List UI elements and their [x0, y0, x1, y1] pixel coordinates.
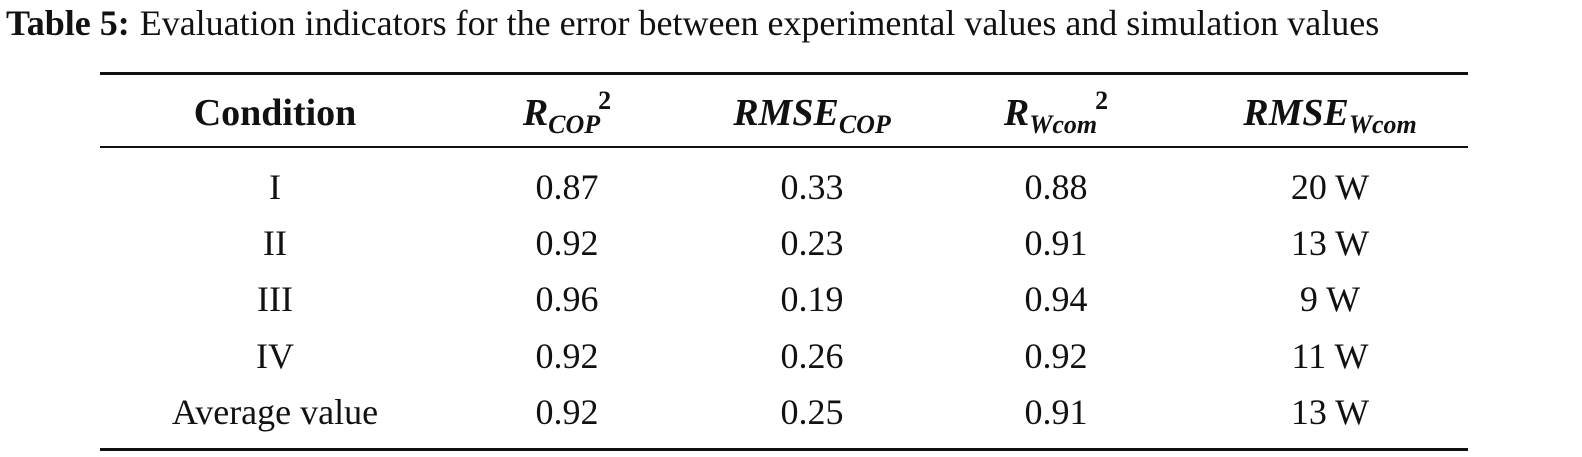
data-cell: 0.87 — [535, 167, 599, 207]
header-cell: RMSEWcom — [1243, 91, 1417, 138]
data-cell: 0.19 — [780, 279, 844, 319]
header-cell: RMSECOP — [733, 91, 891, 138]
data-cell: 11 W — [1291, 336, 1369, 376]
header-superscript: 2 — [1095, 86, 1109, 115]
data-cell: 0.25 — [780, 392, 844, 432]
caption-text: Evaluation indicators for the error betw… — [139, 3, 1380, 43]
header-base: R — [522, 92, 549, 134]
header-base: R — [1003, 92, 1030, 134]
data-cell: 0.96 — [535, 279, 599, 319]
header-base: RMSE — [1243, 92, 1349, 134]
row-label: IV — [256, 336, 294, 376]
data-cell: 0.26 — [780, 336, 844, 376]
caption-label: Table 5: — [6, 3, 130, 43]
row-label: III — [257, 279, 293, 319]
data-cell: 0.92 — [535, 392, 599, 432]
header-cell: RCOP2 — [522, 88, 611, 138]
data-cell: 0.92 — [1024, 336, 1088, 376]
header-subscript: Wcom — [1029, 110, 1098, 139]
data-cell: 0.92 — [535, 336, 599, 376]
header-cell: RWcom2 — [1003, 88, 1108, 138]
header-base: Condition — [193, 92, 357, 134]
data-cell: 0.92 — [535, 223, 599, 263]
header-subscript: Wcom — [1348, 110, 1417, 139]
data-cell: 13 W — [1290, 392, 1370, 432]
data-cell: 0.91 — [1024, 392, 1088, 432]
data-cell: 0.33 — [780, 167, 844, 207]
data-cell: 0.23 — [780, 223, 844, 263]
row-label: I — [269, 167, 281, 207]
top-rule — [100, 72, 1468, 75]
header-cell: Condition — [194, 91, 357, 135]
header-rule — [100, 146, 1468, 148]
header-superscript: 2 — [598, 86, 612, 115]
bottom-rule — [100, 448, 1468, 451]
header-subscript: COP — [838, 110, 891, 139]
data-cell: 0.88 — [1024, 167, 1088, 207]
data-cell: 9 W — [1299, 279, 1361, 319]
data-cell: 13 W — [1290, 223, 1370, 263]
data-cell: 20 W — [1290, 167, 1370, 207]
data-cell: 0.94 — [1024, 279, 1088, 319]
data-cell: 0.91 — [1024, 223, 1088, 263]
table-caption: Table 5: Evaluation indicators for the er… — [6, 2, 1379, 44]
row-label: Average value — [171, 392, 379, 432]
row-label: II — [263, 223, 287, 263]
header-base: RMSE — [733, 92, 839, 134]
header-subscript: COP — [548, 110, 601, 139]
